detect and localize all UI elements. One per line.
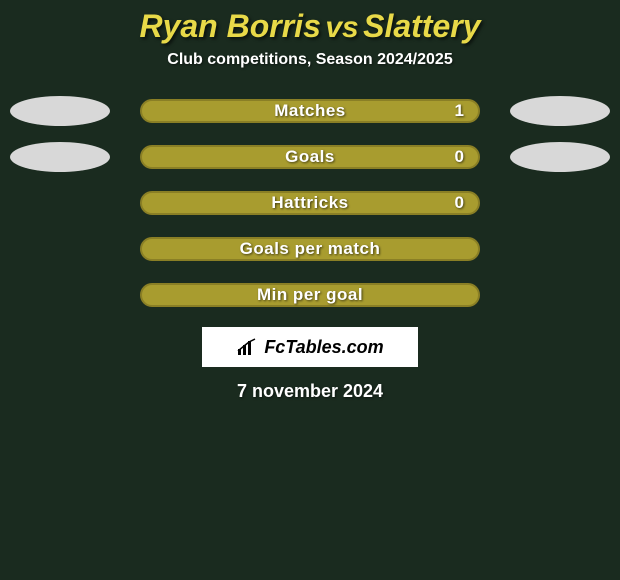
- vs-separator: vs: [325, 11, 358, 44]
- stat-bar: Min per goal: [140, 283, 480, 307]
- stat-value: 1: [455, 101, 464, 121]
- comparison-panel: Ryan Borris vs Slattery Club competition…: [0, 0, 620, 402]
- brand-text: FcTables.com: [264, 337, 383, 358]
- date-label: 7 november 2024: [237, 381, 383, 402]
- chart-icon: [236, 337, 258, 357]
- stat-row: Min per goal: [0, 283, 620, 307]
- stat-value: 0: [455, 147, 464, 167]
- player1-name: Ryan Borris: [139, 8, 320, 44]
- stat-bar: Goals per match: [140, 237, 480, 261]
- left-ellipse: [10, 96, 110, 126]
- stat-value: 0: [455, 193, 464, 213]
- stat-bar: Hattricks 0: [140, 191, 480, 215]
- page-title: Ryan Borris vs Slattery: [139, 8, 480, 45]
- player2-name: Slattery: [363, 8, 480, 44]
- stat-row: Hattricks 0: [0, 191, 620, 215]
- stat-label: Goals: [285, 147, 335, 167]
- stat-label: Matches: [274, 101, 346, 121]
- stat-row: Matches 1: [0, 99, 620, 123]
- brand-badge: FcTables.com: [202, 327, 418, 367]
- right-ellipse: [510, 142, 610, 172]
- stat-row: Goals 0: [0, 145, 620, 169]
- right-ellipse: [510, 96, 610, 126]
- stat-bar: Matches 1: [140, 99, 480, 123]
- stat-bar: Goals 0: [140, 145, 480, 169]
- left-ellipse: [10, 142, 110, 172]
- stat-label: Min per goal: [257, 285, 363, 305]
- stat-rows: Matches 1 Goals 0 Hattricks 0 Goals per match M…: [0, 99, 620, 307]
- stat-label: Hattricks: [271, 193, 348, 213]
- stat-label: Goals per match: [240, 239, 381, 259]
- subtitle: Club competitions, Season 2024/2025: [167, 51, 452, 69]
- stat-row: Goals per match: [0, 237, 620, 261]
